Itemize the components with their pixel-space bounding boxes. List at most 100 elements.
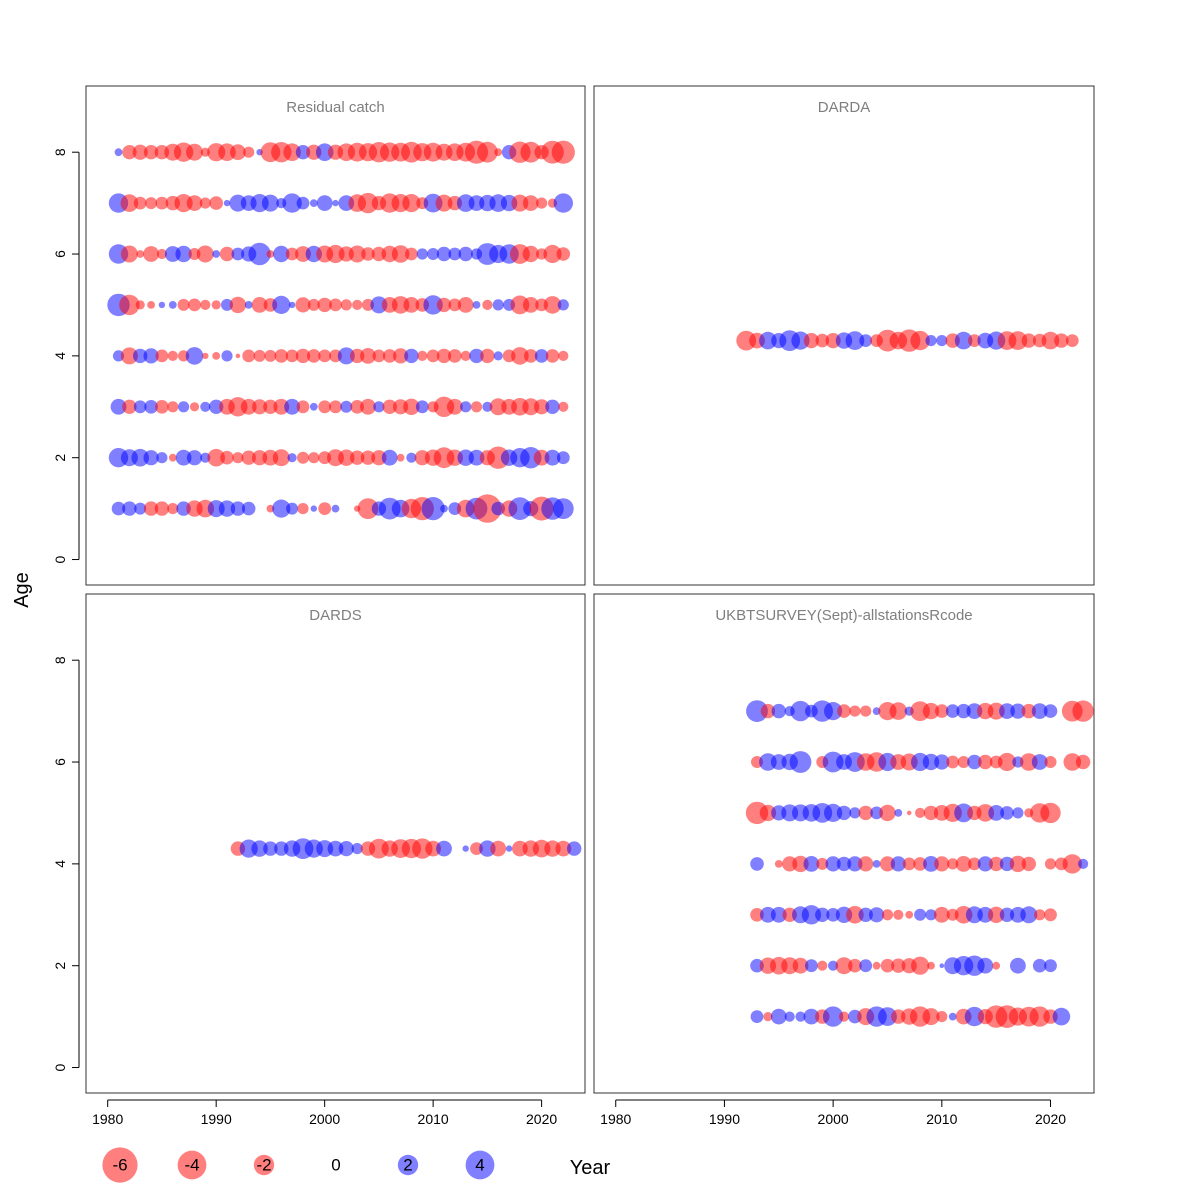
residual-bubble [470,401,483,413]
residual-bubble [534,349,549,363]
residual-bubble [1031,754,1048,770]
series-age-4.3 [736,329,1079,352]
residual-bubble [240,398,257,415]
residual-bubble [285,247,299,261]
residual-bubble [872,707,881,715]
residual-bubble [167,503,179,515]
residual-bubble [350,450,365,465]
residual-bubble [524,349,538,363]
residual-bubble [543,244,562,264]
residual-bubble [469,348,484,364]
residual-bubble [927,961,935,970]
residual-bubble [845,331,865,350]
residual-bubble [914,908,927,921]
residual-bubble [316,195,333,212]
residual-bubble [858,856,874,872]
residual-bubble [933,906,950,923]
residual-bubble [945,704,960,718]
residual-bubble [849,807,861,819]
residual-bubble [946,755,960,769]
residual-bubble [482,299,493,310]
residual-bubble [167,401,179,413]
residual-bubble [771,703,786,719]
residual-bubble [185,347,204,365]
residual-bubble [967,754,982,770]
residual-bubble [155,349,169,363]
residual-bubble [186,143,203,161]
residual-bubble [361,247,375,261]
residual-bubble [143,501,159,516]
y-tick-label: 4 [52,860,68,868]
residual-bubble [122,399,137,414]
residual-bubble [448,298,462,312]
residual-bubble [403,297,420,313]
residual-bubble [905,910,914,919]
residual-bubble [784,1011,795,1022]
residual-bubble [266,250,275,258]
residual-bubble [243,146,255,158]
residual-bubble [274,349,289,363]
residual-bubble [188,298,201,312]
residual-bubble [947,858,959,870]
residual-bubble [235,353,241,359]
residual-bubble [1044,908,1057,922]
residual-bubble [436,297,452,313]
residual-bubble [968,857,981,871]
residual-bubble [436,840,452,857]
residual-bubble [143,246,160,262]
residual-bubble [200,401,211,412]
residual-bubble [167,350,178,361]
residual-bubble [273,398,290,415]
legend-bubble [465,1150,495,1180]
residual-bubble [440,504,448,513]
residual-bubble [448,247,462,261]
residual-bubble [360,398,376,415]
residual-bubble [462,845,469,852]
residual-bubble [923,856,939,872]
residual-bubble [551,140,575,164]
residual-bubble [460,401,472,413]
residual-bubble [468,449,485,466]
residual-bubble [337,347,355,365]
residual-bubble [229,296,247,314]
residual-bubble [218,500,236,517]
x-tick-label: 2020 [1035,1111,1066,1127]
residual-bubble [272,295,291,314]
residual-bubble [978,754,993,770]
series-age-1 [111,494,574,523]
x-tick-label: 1980 [92,1111,123,1127]
residual-bubble [805,959,818,973]
residual-bubble [310,505,317,512]
residual-bubble [135,300,145,310]
residual-bubble [295,348,311,364]
residual-bubble [308,452,320,464]
residual-bubble [954,803,973,823]
residual-bubble [770,906,787,923]
residual-bubble [837,704,851,718]
residual-bubble [261,194,279,212]
residual-bubble [143,348,159,364]
residual-bubble [492,299,504,311]
residual-bubble [332,199,339,207]
residual-bubble [189,402,200,412]
residual-bubble [340,400,353,413]
series-age-7 [746,700,1094,722]
residual-bubble [242,349,256,363]
residual-bubble [977,957,994,974]
residual-bubble [406,452,417,463]
residual-bubble [318,349,332,363]
residual-bubble [155,196,169,210]
residual-bubble [133,400,147,414]
residual-bubble [522,245,539,263]
residual-bubble [890,856,906,872]
residual-bubble [988,906,1005,923]
residual-bubble [1021,703,1036,719]
residual-bubble [1009,855,1027,873]
legend-item: 0 [331,1156,340,1175]
residual-bubble [178,401,190,413]
residual-bubble [557,299,569,311]
residual-bubble [273,245,290,263]
legend-item: 4 [465,1150,495,1180]
residual-bubble [511,347,529,365]
residual-bubble [545,399,560,414]
